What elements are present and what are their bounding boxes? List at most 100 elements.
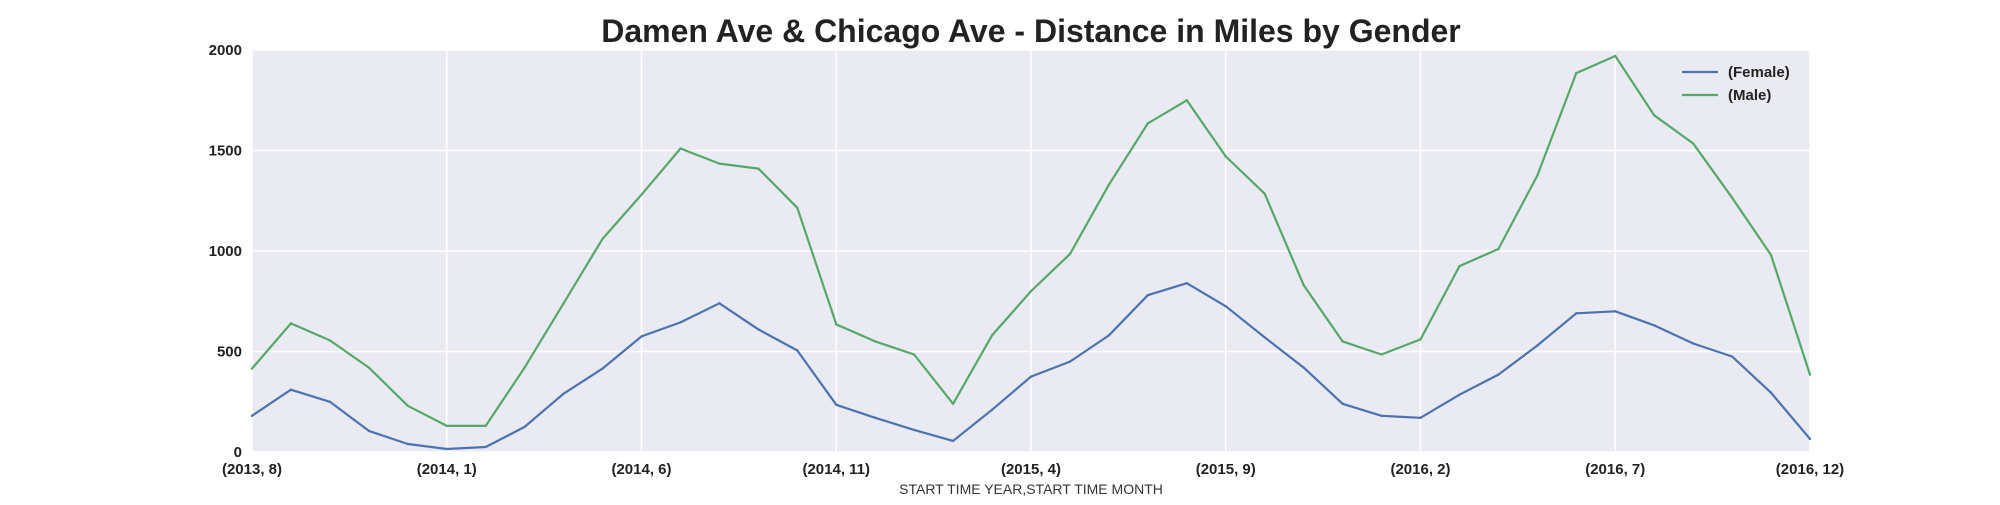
data-point <box>1302 283 1305 287</box>
x-tick-label: (2014, 6) <box>611 461 671 478</box>
data-point <box>523 425 526 429</box>
data-point <box>1185 281 1189 285</box>
data-point <box>250 414 254 418</box>
data-point <box>951 439 955 443</box>
data-point <box>1419 338 1422 341</box>
data-point <box>1730 355 1734 358</box>
legend-label: (Male) <box>1728 87 1771 104</box>
data-point <box>1691 342 1695 345</box>
data-point <box>523 366 526 369</box>
data-point <box>1302 366 1305 369</box>
data-point <box>679 321 682 324</box>
data-point <box>328 400 332 403</box>
data-point <box>718 162 721 165</box>
data-point <box>1653 114 1656 117</box>
chart-title: Damen Ave & Chicago Ave - Distance in Mi… <box>601 13 1461 49</box>
data-point <box>835 403 838 406</box>
x-tick-label: (2015, 9) <box>1196 461 1256 478</box>
data-point <box>1691 142 1695 145</box>
data-point <box>1730 196 1734 199</box>
x-tick-label: (2016, 2) <box>1390 461 1450 478</box>
data-point <box>1497 373 1500 376</box>
data-point <box>1808 373 1812 376</box>
data-point <box>601 367 604 370</box>
data-point <box>367 366 371 369</box>
data-point <box>1341 340 1344 343</box>
grid-lines <box>251 49 1811 453</box>
tick-labels: 0 500 1000 1500 2000 (2013, 8) (2014, 1) (2014,… <box>209 42 1845 478</box>
x-axis-label: START TIME YEAR,START TIME MONTH <box>899 481 1163 497</box>
data-point <box>1380 414 1383 418</box>
data-point <box>1029 290 1033 293</box>
data-point <box>757 167 760 170</box>
data-point <box>1107 334 1111 337</box>
data-point <box>1263 192 1266 195</box>
x-tick-label: (2016, 12) <box>1776 461 1844 478</box>
data-point <box>1263 336 1266 339</box>
data-point <box>1497 247 1500 251</box>
data-point <box>484 424 487 428</box>
data-point <box>1536 344 1539 347</box>
data-point <box>757 328 760 331</box>
data-point <box>718 302 721 305</box>
legend-label: (Female) <box>1728 64 1790 81</box>
data-point <box>796 206 799 209</box>
data-point <box>679 147 682 150</box>
data-point <box>990 408 994 411</box>
data-point <box>1575 71 1578 75</box>
data-point <box>640 335 643 338</box>
data-point <box>328 339 332 342</box>
data-point <box>796 349 799 352</box>
data-point <box>1653 324 1656 327</box>
x-tick-label: (2014, 11) <box>802 461 870 478</box>
data-point <box>1107 183 1111 186</box>
data-point <box>1769 253 1773 257</box>
y-tick-label: 1500 <box>209 143 242 160</box>
data-point <box>562 302 565 305</box>
data-point <box>406 404 409 407</box>
data-point <box>1614 310 1617 313</box>
data-point <box>250 367 254 370</box>
data-point <box>1614 54 1617 58</box>
data-point <box>835 323 838 326</box>
x-tick-label: (2016, 7) <box>1585 461 1645 478</box>
x-tick-label: (2015, 4) <box>1001 461 1061 478</box>
data-point <box>1068 252 1072 256</box>
data-point <box>445 424 448 428</box>
data-point <box>1808 437 1812 441</box>
data-point <box>1185 99 1189 102</box>
x-tick-label: (2014, 1) <box>417 461 477 478</box>
x-tick-label: (2013, 8) <box>222 461 282 478</box>
data-point <box>951 402 955 405</box>
data-point <box>1068 360 1072 363</box>
data-point <box>1224 155 1227 158</box>
data-point <box>990 334 994 337</box>
data-point <box>406 442 409 446</box>
data-point <box>289 322 293 325</box>
y-tick-label: 1000 <box>209 243 242 260</box>
data-point <box>640 193 643 196</box>
data-point <box>1380 353 1383 356</box>
data-point <box>1029 375 1033 378</box>
data-point <box>912 428 916 432</box>
y-tick-label: 500 <box>217 344 242 361</box>
data-point <box>1146 294 1150 297</box>
data-point <box>874 416 877 420</box>
data-point <box>1575 312 1578 315</box>
data-point <box>484 445 487 449</box>
data-point <box>1536 174 1539 177</box>
data-point <box>1146 122 1150 125</box>
data-point <box>289 388 293 391</box>
data-point <box>1419 416 1422 420</box>
data-point <box>445 447 448 451</box>
legend: (Female) (Male) <box>1682 64 1790 104</box>
data-point <box>1769 391 1773 394</box>
data-point <box>1458 393 1461 396</box>
data-point <box>1341 402 1344 405</box>
data-point <box>562 392 565 395</box>
data-point <box>1458 264 1461 268</box>
data-point <box>912 353 916 356</box>
y-tick-label: 2000 <box>209 42 242 59</box>
